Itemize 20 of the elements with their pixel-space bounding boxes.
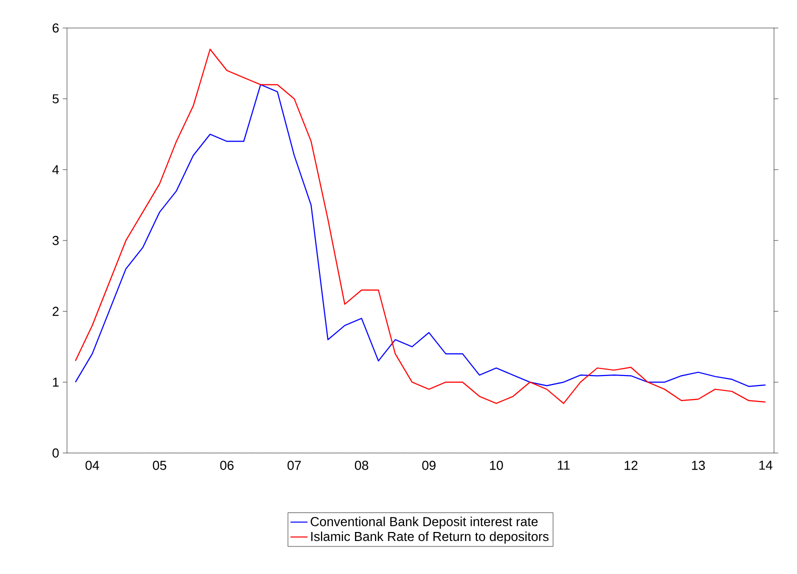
- y-tick-label: 3: [52, 236, 59, 246]
- x-tick-label: 14: [759, 460, 772, 470]
- legend-label: Islamic Bank Rate of Return to depositors: [311, 532, 549, 544]
- y-tick-label: 2: [52, 306, 59, 316]
- x-tick-label: 13: [692, 460, 705, 470]
- x-tick-label: 04: [86, 460, 100, 470]
- y-tick-label: 4: [52, 165, 59, 174]
- y-tick-label: 0: [52, 448, 59, 458]
- y-tick-label: 1: [53, 378, 59, 387]
- x-tick-label: 09: [422, 460, 436, 470]
- x-tick-label: 05: [152, 460, 166, 470]
- legend-label: Conventional Bank Deposit interest rate: [310, 516, 538, 529]
- y-tick-label: 5: [52, 94, 59, 104]
- x-tick-label: 08: [354, 460, 368, 470]
- x-tick-label: 07: [288, 460, 301, 470]
- x-tick-label: 12: [624, 460, 638, 470]
- x-tick-label: 06: [220, 460, 234, 470]
- x-tick-label: 10: [490, 460, 503, 470]
- x-tick-label: 11: [558, 460, 570, 470]
- y-tick-label: 6: [52, 23, 59, 33]
